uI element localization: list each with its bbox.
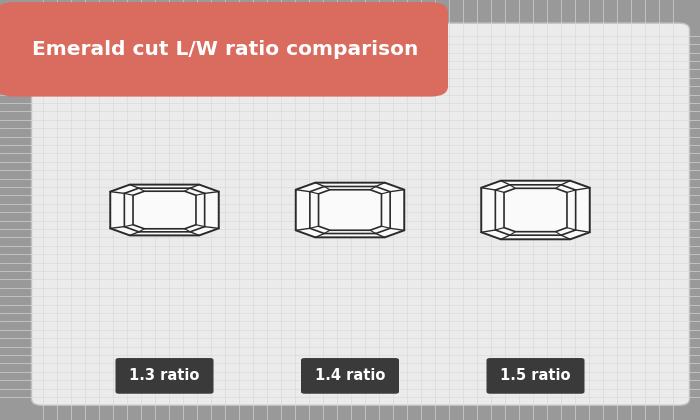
Polygon shape	[318, 190, 382, 230]
Text: 1.3 ratio: 1.3 ratio	[130, 368, 200, 383]
Text: Emerald cut L/W ratio comparison: Emerald cut L/W ratio comparison	[32, 39, 418, 59]
FancyBboxPatch shape	[301, 358, 399, 394]
Polygon shape	[125, 188, 204, 232]
Polygon shape	[110, 185, 218, 235]
Polygon shape	[310, 186, 390, 234]
Polygon shape	[496, 185, 575, 235]
Polygon shape	[295, 183, 405, 237]
Polygon shape	[133, 191, 196, 229]
Polygon shape	[482, 181, 589, 239]
FancyBboxPatch shape	[486, 358, 584, 394]
FancyBboxPatch shape	[0, 2, 448, 97]
FancyBboxPatch shape	[116, 358, 214, 394]
Text: 1.5 ratio: 1.5 ratio	[500, 368, 570, 383]
Text: 1.4 ratio: 1.4 ratio	[315, 368, 385, 383]
FancyBboxPatch shape	[32, 23, 690, 405]
Polygon shape	[504, 188, 567, 232]
